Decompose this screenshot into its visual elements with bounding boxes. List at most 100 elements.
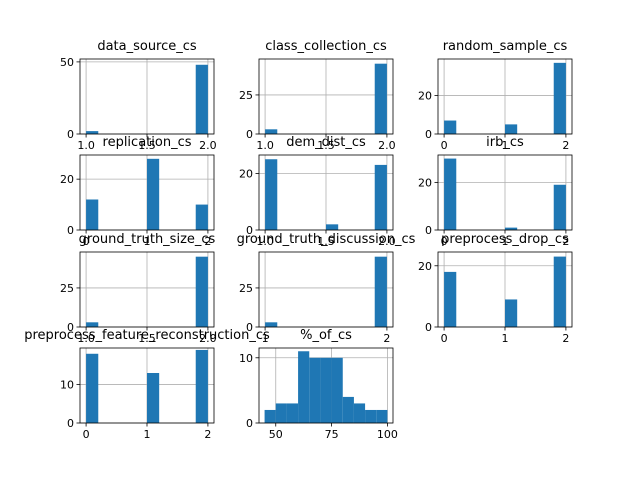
histogram-bar xyxy=(264,409,276,423)
subplot-title: data_source_cs xyxy=(97,39,197,54)
x-tick-label: 1 xyxy=(144,235,151,248)
histogram-bar xyxy=(86,199,99,230)
x-tick-label: 50 xyxy=(269,428,283,441)
subplot-title: ground_truth_size_cs xyxy=(79,232,216,247)
subplot-title: dem_dist_cs xyxy=(286,135,366,150)
x-tick-label: 2 xyxy=(204,235,211,248)
x-tick-label: 1.0 xyxy=(77,332,95,345)
x-tick-label: 2 xyxy=(562,139,569,152)
y-tick-label: 0 xyxy=(246,321,253,334)
subplot-0: 1.0 1.5 2.0 0 50 data_source_cs xyxy=(60,39,217,152)
x-tick-label: 2 xyxy=(383,332,390,345)
x-tick-label: 2 xyxy=(204,428,211,441)
y-tick-label: 25 xyxy=(60,282,74,295)
subplot-title: irb_cs xyxy=(486,135,524,150)
histogram-bar xyxy=(342,396,354,423)
histogram-bar xyxy=(86,322,99,327)
x-tick-label: 100 xyxy=(377,428,398,441)
x-tick-label: 2.0 xyxy=(378,139,396,152)
y-tick-label: 0 xyxy=(246,417,253,430)
y-tick-label: 20 xyxy=(239,167,253,180)
histogram-bar xyxy=(505,299,518,327)
y-tick-label: 0 xyxy=(67,321,74,334)
subplot-title: class_collection_cs xyxy=(265,39,387,54)
x-tick-label: 1.0 xyxy=(256,139,274,152)
histogram-bar xyxy=(265,129,278,134)
histogram-bar xyxy=(553,62,566,134)
subplot-title: preprocess_drop_cs xyxy=(441,232,569,247)
histogram-bar xyxy=(374,256,387,327)
histogram-bar xyxy=(195,204,208,230)
histogram-bar xyxy=(86,131,99,134)
histogram-bar xyxy=(195,256,208,327)
histogram-bar xyxy=(353,403,366,423)
y-tick-label: 0 xyxy=(425,321,432,334)
histogram-bar xyxy=(320,357,332,423)
x-tick-label: 1.0 xyxy=(77,139,95,152)
subplot-title: %_of_cs xyxy=(300,328,352,343)
x-tick-label: 1.5 xyxy=(317,139,335,152)
subplot-6: 1.0 1.5 2.0 0 25 ground_truth_size_cs xyxy=(60,232,217,345)
histogram-bar xyxy=(444,271,457,327)
y-tick-label: 20 xyxy=(60,173,74,186)
subplot-7: 1 2 0 25 ground_truth_discussion_cs xyxy=(237,232,416,345)
histogram-bar xyxy=(376,409,388,423)
histogram-bar xyxy=(505,227,518,230)
x-tick-label: 2.0 xyxy=(378,235,396,248)
x-tick-label: 2 xyxy=(562,235,569,248)
subplot-title: replication_cs xyxy=(103,135,192,150)
histogram-bar xyxy=(365,409,377,423)
y-tick-label: 20 xyxy=(418,90,432,103)
y-tick-label: 0 xyxy=(67,224,74,237)
y-tick-label: 25 xyxy=(239,282,253,295)
subplot-title: ground_truth_discussion_cs xyxy=(237,232,416,247)
histogram-bar xyxy=(147,158,160,230)
histogram-bar xyxy=(86,353,99,423)
y-tick-label: 0 xyxy=(425,128,432,141)
axes-frame xyxy=(258,347,394,424)
x-tick-label: 1.5 xyxy=(138,332,156,345)
x-tick-label: 1 xyxy=(262,332,269,345)
x-tick-label: 2 xyxy=(562,332,569,345)
x-tick-label: 2.0 xyxy=(199,139,217,152)
histogram-bar xyxy=(195,64,208,134)
y-tick-label: 10 xyxy=(60,379,74,392)
histogram-bar xyxy=(265,159,278,230)
y-tick-label: 0 xyxy=(67,128,74,141)
histogram-bar xyxy=(331,357,343,423)
histogram-bar xyxy=(275,403,287,423)
x-tick-label: 75 xyxy=(325,428,339,441)
subplot-title: random_sample_cs xyxy=(443,39,568,54)
y-tick-label: 0 xyxy=(246,224,253,237)
y-tick-label: 20 xyxy=(418,176,432,189)
histogram-bar xyxy=(553,184,566,230)
y-tick-label: 0 xyxy=(425,224,432,237)
x-tick-label: 1.0 xyxy=(256,235,274,248)
y-tick-label: 20 xyxy=(418,260,432,273)
x-tick-label: 0 xyxy=(83,235,90,248)
histogram-bar xyxy=(374,164,387,230)
y-tick-label: 10 xyxy=(239,352,253,365)
histogram-bar xyxy=(147,373,160,423)
subplot-10: 50 75 100 0 10 %_of_cs xyxy=(239,328,398,441)
histogram-bar xyxy=(326,224,339,230)
x-tick-label: 1.5 xyxy=(138,139,156,152)
y-tick-label: 0 xyxy=(246,128,253,141)
histogram-bar xyxy=(444,158,457,230)
subplot-title: preprocess_feature_reconstruction_cs xyxy=(24,328,270,343)
subplot-1: 1.0 1.5 2.0 0 25 class_collection_cs xyxy=(239,39,396,152)
histogram-bar xyxy=(286,403,299,423)
x-tick-label: 0 xyxy=(441,235,448,248)
subplot-9: 0 1 2 0 10 preprocess_feature_reconstruction_… xyxy=(24,328,270,441)
histogram-bar xyxy=(265,322,278,327)
x-tick-label: 2.0 xyxy=(199,332,217,345)
histogram-bar xyxy=(309,357,321,423)
subplot-4: 1.0 1.5 2.0 0 20 dem_dist_cs xyxy=(239,135,396,248)
x-tick-label: 0 xyxy=(83,428,90,441)
histogram-bar xyxy=(505,124,518,134)
